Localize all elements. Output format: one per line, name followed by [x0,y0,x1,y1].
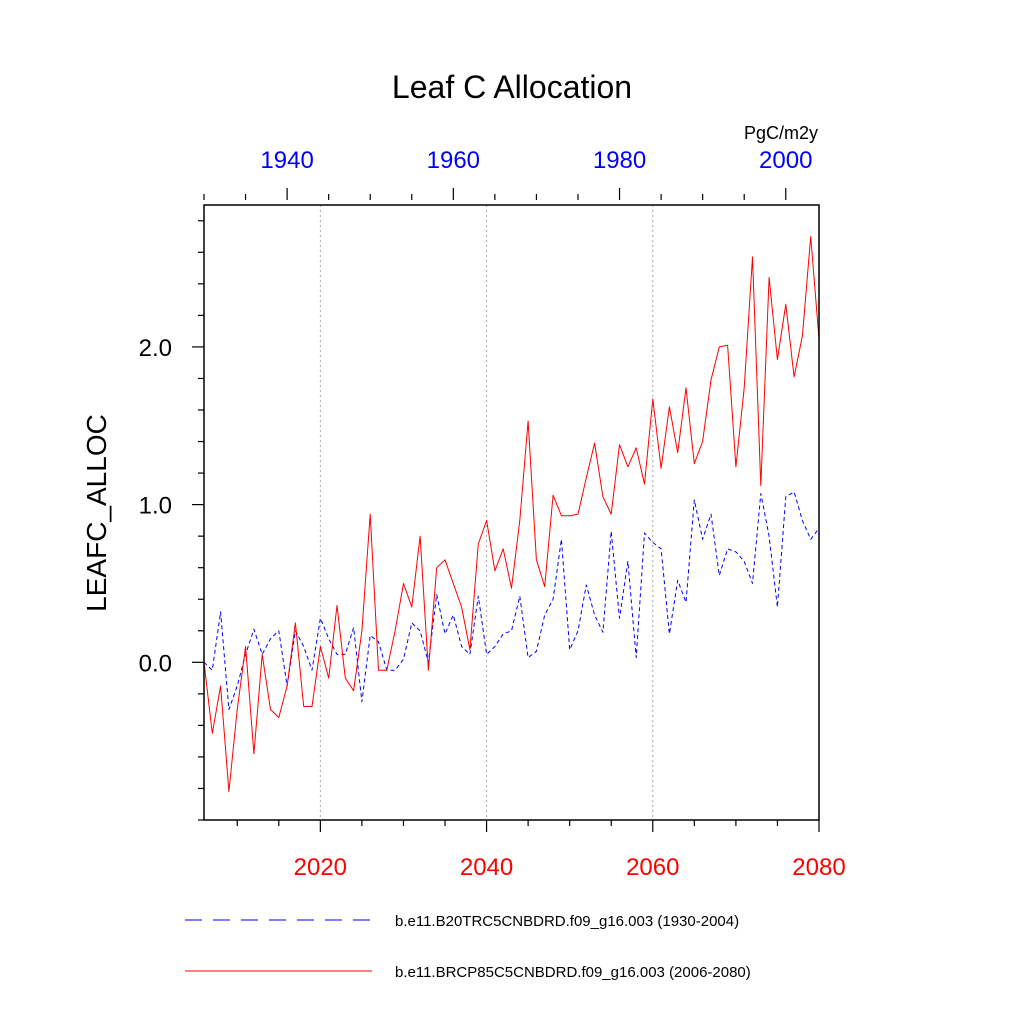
x-top-tick-label: 1980 [593,147,646,174]
y-tick-label: 1.0 [139,493,172,520]
x-bottom-tick-label: 2020 [294,854,347,881]
x-top-tick-label: 2000 [759,147,812,174]
legend-label-red: b.e11.BRCP85C5CNBDRD.f09_g16.003 (2006-2… [395,964,751,981]
x-top-tick-label: 1940 [260,147,313,174]
axis-layer: 0.0 1.0 2.0 2020 2040 2060 2080 1940 1960 1980 200… [139,147,846,881]
series-line-red [203,236,820,793]
plot-frame [203,204,820,821]
grid-layer [319,205,654,820]
series-line-blue [203,437,820,711]
x-bottom-tick-label: 2040 [460,854,513,881]
x-top-tick-label: 1960 [427,147,480,174]
series-layer [203,236,820,793]
legend-label-blue: b.e11.B20TRC5CNBDRD.f09_g16.003 (1930-20… [395,913,739,930]
chart-title: Leaf C Allocation [392,69,632,105]
legend: b.e11.B20TRC5CNBDRD.f09_g16.003 (1930-20… [185,913,751,981]
units-label: PgC/m2y [744,123,818,143]
y-tick-label: 2.0 [139,335,172,362]
y-tick-label: 0.0 [139,650,172,677]
x-bottom-tick-label: 2080 [792,854,845,881]
x-bottom-tick-label: 2060 [626,854,679,881]
y-axis-label: LEAFC_ALLOC [81,414,112,612]
